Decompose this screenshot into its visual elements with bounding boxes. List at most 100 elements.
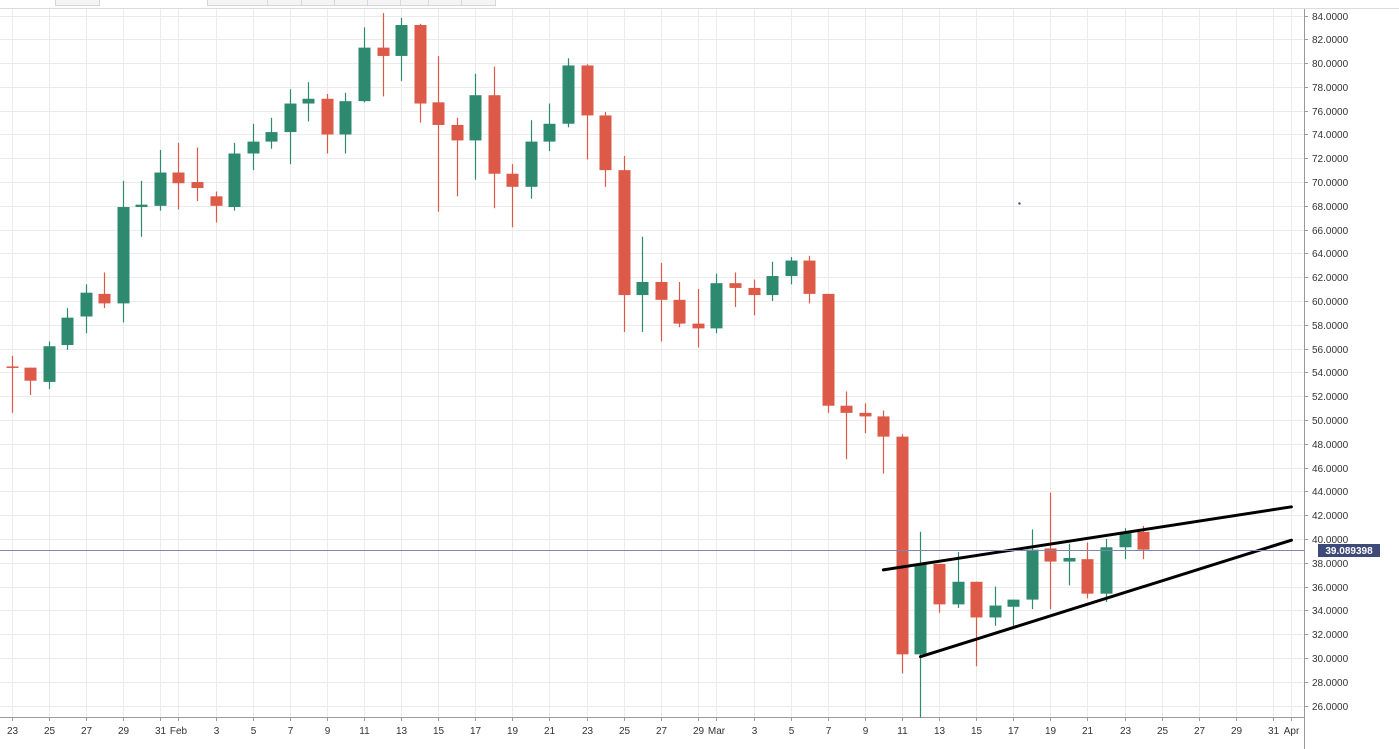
y-tick-label: 38.0000 [1312, 559, 1349, 570]
candle-body [154, 172, 167, 206]
y-tick-label: 50.0000 [1312, 416, 1349, 427]
candle-body [80, 292, 93, 317]
x-tick-label: 3 [214, 726, 220, 737]
x-tick-label: 17 [1008, 726, 1020, 737]
candle [710, 273, 723, 334]
candle-body [785, 260, 798, 277]
x-tick-label: 9 [325, 726, 331, 737]
candle [952, 552, 965, 608]
x-tick-label: 25 [619, 726, 631, 737]
candle [43, 341, 56, 390]
y-tick-label: 82.0000 [1312, 35, 1349, 46]
candle-body [618, 170, 631, 296]
candle [840, 391, 853, 460]
x-tick-label: 29 [693, 726, 705, 737]
candle-body [377, 47, 390, 56]
y-tick-label: 64.0000 [1312, 249, 1349, 260]
x-tick-label: 7 [288, 726, 294, 737]
y-tick-label: 32.0000 [1312, 630, 1349, 641]
candle [655, 262, 668, 342]
y-tick-label: 80.0000 [1312, 59, 1349, 70]
candle [506, 164, 519, 228]
y-tick-label: 60.0000 [1312, 297, 1349, 308]
toolbar-tab[interactable] [461, 0, 496, 6]
candle-body [859, 412, 872, 417]
trendline [918, 538, 1293, 659]
candle [451, 117, 464, 197]
candle [1081, 542, 1094, 599]
y-tick-label: 68.0000 [1312, 202, 1349, 213]
candle-body [488, 95, 501, 174]
candle [210, 191, 223, 223]
candle-body [265, 132, 278, 142]
candle [896, 434, 909, 674]
candle-body [599, 115, 612, 171]
candle [284, 89, 297, 165]
candle [562, 58, 575, 128]
grid-lines [0, 9, 1303, 717]
y-tick-label: 76.0000 [1312, 107, 1349, 118]
candle-body [1063, 557, 1076, 562]
candle [154, 149, 167, 211]
x-tick-label: 5 [251, 726, 257, 737]
x-tick-label: 27 [81, 726, 93, 737]
candle-body [543, 123, 556, 142]
x-tick-label: 19 [507, 726, 519, 737]
candle-body [692, 323, 705, 329]
candle-body [191, 182, 204, 188]
candle [1007, 599, 1020, 629]
candle-body [933, 563, 946, 605]
candle [414, 23, 427, 123]
candle [135, 180, 148, 237]
candle-body [247, 141, 260, 154]
y-tick-label: 52.0000 [1312, 392, 1349, 403]
candle-body [914, 563, 927, 655]
x-tick-label: 5 [789, 726, 795, 737]
y-tick-label: 30.0000 [1312, 654, 1349, 665]
candle-body [172, 172, 185, 184]
x-tick-label: 9 [863, 726, 869, 737]
candle [673, 281, 686, 328]
candle [636, 236, 649, 332]
x-tick-label: 31 [155, 726, 167, 737]
candle [877, 410, 890, 474]
candle-body [748, 287, 761, 296]
x-tick-label: 7 [826, 726, 832, 737]
candle [358, 27, 371, 103]
candle-body [710, 283, 723, 329]
y-tick-label: 28.0000 [1312, 678, 1349, 689]
y-tick-label: 70.0000 [1312, 178, 1349, 189]
candle-body [525, 141, 538, 187]
candle-body [1137, 531, 1150, 550]
toolbar-tab[interactable] [55, 0, 100, 6]
candle [933, 563, 946, 613]
candle-body [24, 367, 37, 381]
x-tick-label: 15 [971, 726, 983, 737]
candle [80, 284, 93, 334]
y-tick-label: 40.0000 [1312, 535, 1349, 546]
candle [469, 73, 482, 180]
candle [989, 586, 1002, 626]
candle-body [952, 581, 965, 605]
x-tick-label: 23 [1120, 726, 1132, 737]
candle-body [989, 605, 1002, 618]
candle [859, 403, 872, 434]
y-tick-label: 46.0000 [1312, 464, 1349, 475]
toolbar-strip [0, 0, 1399, 9]
candle [6, 355, 19, 413]
candle [377, 13, 390, 97]
candle-body [562, 65, 575, 124]
candle-body [877, 416, 890, 437]
x-tick-label: 11 [897, 726, 908, 737]
candle [543, 103, 556, 152]
candle-body [43, 346, 56, 382]
candle [61, 308, 74, 350]
y-tick-label: 58.0000 [1312, 321, 1349, 332]
candle-body [1044, 548, 1057, 562]
candle-body [840, 405, 853, 413]
candle [1026, 529, 1039, 610]
candle-body [766, 276, 779, 296]
x-tick-label: 19 [1045, 726, 1057, 737]
candle-body [655, 281, 668, 300]
